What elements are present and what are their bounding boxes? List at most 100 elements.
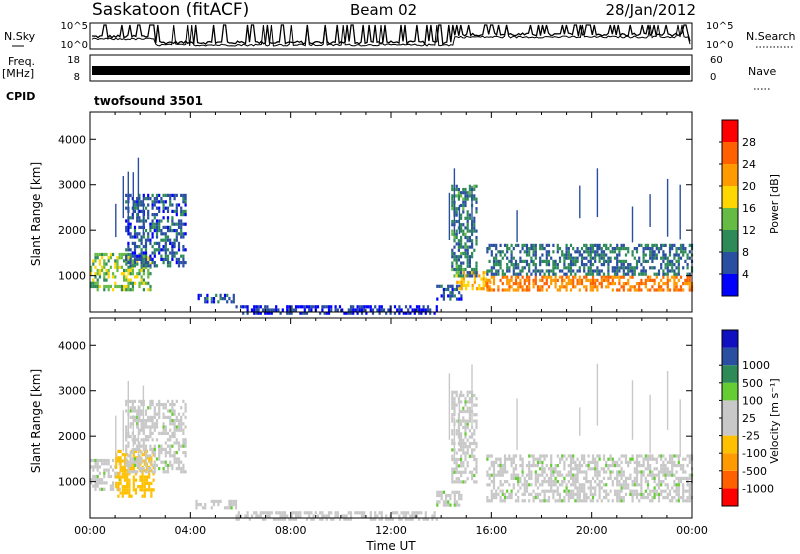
velocity-colorbar-label: Velocity [m s⁻¹] [768, 378, 781, 463]
date-title: 28/Jan/2012 [606, 1, 697, 19]
velocity-xtick-label: 12:00 [375, 524, 407, 537]
power-ytick-label: 4000 [58, 133, 86, 146]
power-region [436, 284, 463, 301]
velocity-region [125, 399, 187, 474]
velocity-xtick-label: 00:00 [74, 524, 106, 537]
velocity-region [195, 499, 238, 510]
power-region [486, 275, 694, 292]
colorbar-swatch [722, 470, 738, 489]
noise-sky-trace [91, 24, 691, 46]
power-panel: 1000 2000 3000 4000 Slant Range [km] 4 8 12 16… [29, 111, 781, 315]
power-region [90, 252, 152, 292]
velocity-colorbar-tick-label: 100 [742, 394, 763, 407]
velocity-region [486, 454, 694, 503]
velocity-xtick-label: 08:00 [275, 524, 307, 537]
velocity-colorbar-tick-label: 1000 [742, 359, 770, 372]
power-ytick-label: 2000 [58, 224, 86, 237]
power-region [451, 184, 478, 278]
velocity-xlabel: Time UT [365, 539, 416, 553]
power-streaks [115, 157, 681, 243]
velocity-streaks [115, 363, 681, 459]
velocity-region [235, 511, 438, 521]
power-colorbar-tick-label: 4 [742, 268, 749, 281]
colorbar-swatch [722, 488, 738, 506]
power-colorbar-tick-label: 8 [742, 246, 749, 259]
velocity-colorbar-tick-label: 25 [742, 412, 756, 425]
velocity-colorbar-tick-label: -25 [742, 430, 760, 443]
power-ytick-label: 3000 [58, 179, 86, 192]
noise-tick-bottom-left: 10^0 [61, 40, 88, 51]
colorbar-swatch [722, 120, 738, 142]
velocity-region [90, 458, 121, 491]
power-region [486, 243, 694, 276]
power-colorbar-label: Power [dB] [768, 174, 781, 234]
cpid-value: twofsound 3501 [94, 94, 203, 108]
velocity-axes: 1000 2000 3000 4000 00:00 04:00 08:00 12:00 16:0… [58, 318, 708, 537]
velocity-region [451, 390, 478, 484]
colorbar-swatch [722, 435, 738, 454]
velocity-colorbar: -1000 -500 -100 -25 25 100 500 1000 [719, 329, 774, 507]
power-region [125, 193, 187, 268]
velocity-xtick-label: 00:00 [676, 524, 708, 537]
colorbar-swatch [722, 164, 738, 186]
colorbar-swatch [722, 230, 738, 252]
colorbar-swatch [722, 330, 738, 348]
power-ytick-label: 1000 [58, 270, 86, 283]
velocity-ytick-label: 4000 [58, 339, 86, 352]
noise-tick-top-right: 10^5 [706, 21, 733, 32]
colorbar-swatch [722, 382, 738, 401]
velocity-colorbar-tick-label: -100 [742, 447, 767, 460]
colorbar-swatch [722, 142, 738, 164]
power-colorbar-tick-label: 20 [742, 180, 756, 193]
nave-label: Nave [748, 65, 776, 78]
power-colorbar-tick-label: 28 [742, 136, 756, 149]
nave-tick-top: 60 [710, 55, 723, 66]
freq-label-line1: Freq. [8, 55, 35, 68]
colorbar-swatch [722, 418, 738, 436]
velocity-ytick-label: 2000 [58, 430, 86, 443]
colorbar-swatch [722, 208, 738, 230]
velocity-xtick-label: 20:00 [576, 524, 608, 537]
cpid-label: CPID [6, 90, 35, 103]
colorbar-swatch [722, 274, 738, 296]
power-colorbar-tick-label: 24 [742, 158, 756, 171]
power-data-layer [90, 157, 694, 315]
cpid-panel: CPID twofsound 3501 [6, 90, 203, 108]
velocity-xtick-label: 04:00 [174, 524, 206, 537]
velocity-ytick-label: 3000 [58, 385, 86, 398]
colorbar-swatch [722, 400, 738, 418]
noise-right-label: N.Search [746, 30, 796, 43]
noise-tick-bottom-right: 10^0 [706, 40, 733, 51]
colorbar-swatch [722, 252, 738, 274]
power-colorbar: 4 8 12 16 20 24 28 [719, 119, 756, 297]
station-title: Saskatoon (fitACF) [92, 0, 249, 20]
power-colorbar-tick-label: 16 [742, 202, 756, 215]
power-colorbar-tick-label: 12 [742, 224, 756, 237]
colorbar-swatch [722, 365, 738, 383]
noise-left-label: N.Sky [4, 30, 36, 43]
nave-tick-bottom: 0 [710, 72, 716, 83]
power-ylabel: Slant Range [km] [29, 162, 43, 266]
velocity-colorbar-tick-label: -1000 [742, 482, 774, 495]
velocity-panel: 1000 2000 3000 4000 00:00 04:00 08:00 12:00 16:0… [29, 317, 781, 553]
velocity-ylabel: Slant Range [km] [29, 369, 43, 473]
noise-panel: N.Sky 10^5 10^0 10^5 10^0 N.Search [4, 21, 796, 51]
power-region [197, 293, 235, 304]
colorbar-swatch [722, 347, 738, 366]
freq-nave-band [92, 66, 690, 75]
power-axes: 1000 2000 3000 4000 [58, 112, 693, 312]
velocity-colorbar-tick-label: -500 [742, 465, 767, 478]
freq-tick-top: 18 [67, 55, 80, 66]
freq-tick-bottom: 8 [74, 72, 80, 83]
velocity-xtick-label: 16:00 [475, 524, 507, 537]
velocity-ytick-label: 1000 [58, 476, 86, 489]
colorbar-swatch [722, 186, 738, 208]
colorbar-swatch [722, 453, 738, 471]
frequency-panel: Freq. [MHz] 18 8 60 0 Nave [2, 54, 776, 90]
freq-label-line2: [MHz] [2, 67, 34, 80]
velocity-colorbar-tick-label: 500 [742, 377, 763, 390]
beam-title: Beam 02 [350, 1, 417, 19]
noise-search-trace [91, 24, 691, 47]
velocity-data-layer [90, 363, 694, 521]
